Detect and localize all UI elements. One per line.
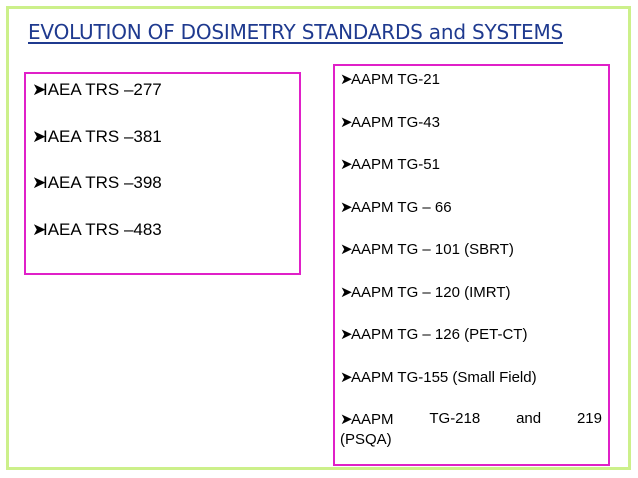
arrow-bullet-icon: ➤ [340,282,353,301]
arrow-bullet-icon: ➤ [340,240,353,258]
arrow-bullet-icon: ➤ [32,173,47,193]
arrow-bullet-icon: ➤ [32,126,47,147]
list-item-word: 219 [576,410,602,427]
list-item-text: AAPM TG-155 (Small Field) [351,368,537,386]
list-item: ➤AAPM TG-43 [340,112,602,155]
list-item-text: AAPM TG-21 [351,71,440,88]
arrow-bullet-icon: ➤ [340,325,353,343]
list-item-text: AAPM TG – 101 (SBRT) [351,241,514,258]
list-item: ➤AAPM TG – 120 (IMRT) [340,282,602,325]
list-item: ➤AAPM TG-51 [340,154,602,197]
list-item-text: AAPM TG – 126 (PET-CT) [351,326,528,343]
list-item-text: AAPM TG-43 [351,113,440,131]
arrow-bullet-icon: ➤ [340,155,353,173]
list-item: ➤IAEA TRS –483 [32,220,162,267]
arrow-bullet-icon: ➤ [340,112,353,131]
list-item-text: AAPM TG – 120 (IMRT) [351,283,511,301]
list-item-word: and [516,410,542,427]
page-title: EVOLUTION OF DOSIMETRY STANDARDS and SYS… [28,20,563,44]
list-item-text: AAPM TG – 66 [351,198,452,216]
list-item: ➤AAPM TG – 126 (PET-CT) [340,324,602,367]
list-item-last: ➤AAPM TG-218 and 219 (PSQA) [340,409,602,450]
arrow-bullet-icon: ➤ [340,367,353,386]
arrow-bullet-icon: ➤ [340,70,353,88]
left-box [24,72,301,275]
justified-line: ➤AAPM TG-218 and 219 [340,409,602,430]
list-item-text: IAEA TRS –277 [43,80,162,99]
arrow-bullet-icon: ➤ [340,197,353,216]
arrow-bullet-icon: ➤ [340,410,353,428]
list-item: ➤IAEA TRS –277 [32,80,162,127]
list-item-text: AAPM [351,411,394,428]
left-list: ➤IAEA TRS –277 ➤IAEA TRS –381 ➤IAEA TRS … [32,80,162,266]
list-item-text: AAPM TG-51 [351,156,440,173]
right-box [333,64,610,466]
slide-frame [6,6,631,470]
list-item: ➤AAPM TG-21 [340,69,602,112]
list-item-text: IAEA TRS –483 [43,219,162,239]
list-item: ➤AAPM TG – 66 [340,197,602,240]
list-item: ➤AAPM TG – 101 (SBRT) [340,239,602,282]
arrow-bullet-icon: ➤ [32,80,47,100]
list-item-word: ➤AAPM [340,409,394,430]
list-item-continuation: (PSQA) [340,431,392,448]
right-list: ➤AAPM TG-21 ➤AAPM TG-43 ➤AAPM TG-51 ➤AAP… [340,69,602,450]
arrow-bullet-icon: ➤ [32,219,47,240]
list-item-text: IAEA TRS –398 [43,173,162,192]
list-item: ➤AAPM TG-155 (Small Field) [340,367,602,410]
list-item-text: IAEA TRS –381 [43,126,162,146]
list-item: ➤IAEA TRS –381 [32,127,162,174]
list-item: ➤IAEA TRS –398 [32,173,162,220]
list-item-word: TG-218 [429,410,481,427]
